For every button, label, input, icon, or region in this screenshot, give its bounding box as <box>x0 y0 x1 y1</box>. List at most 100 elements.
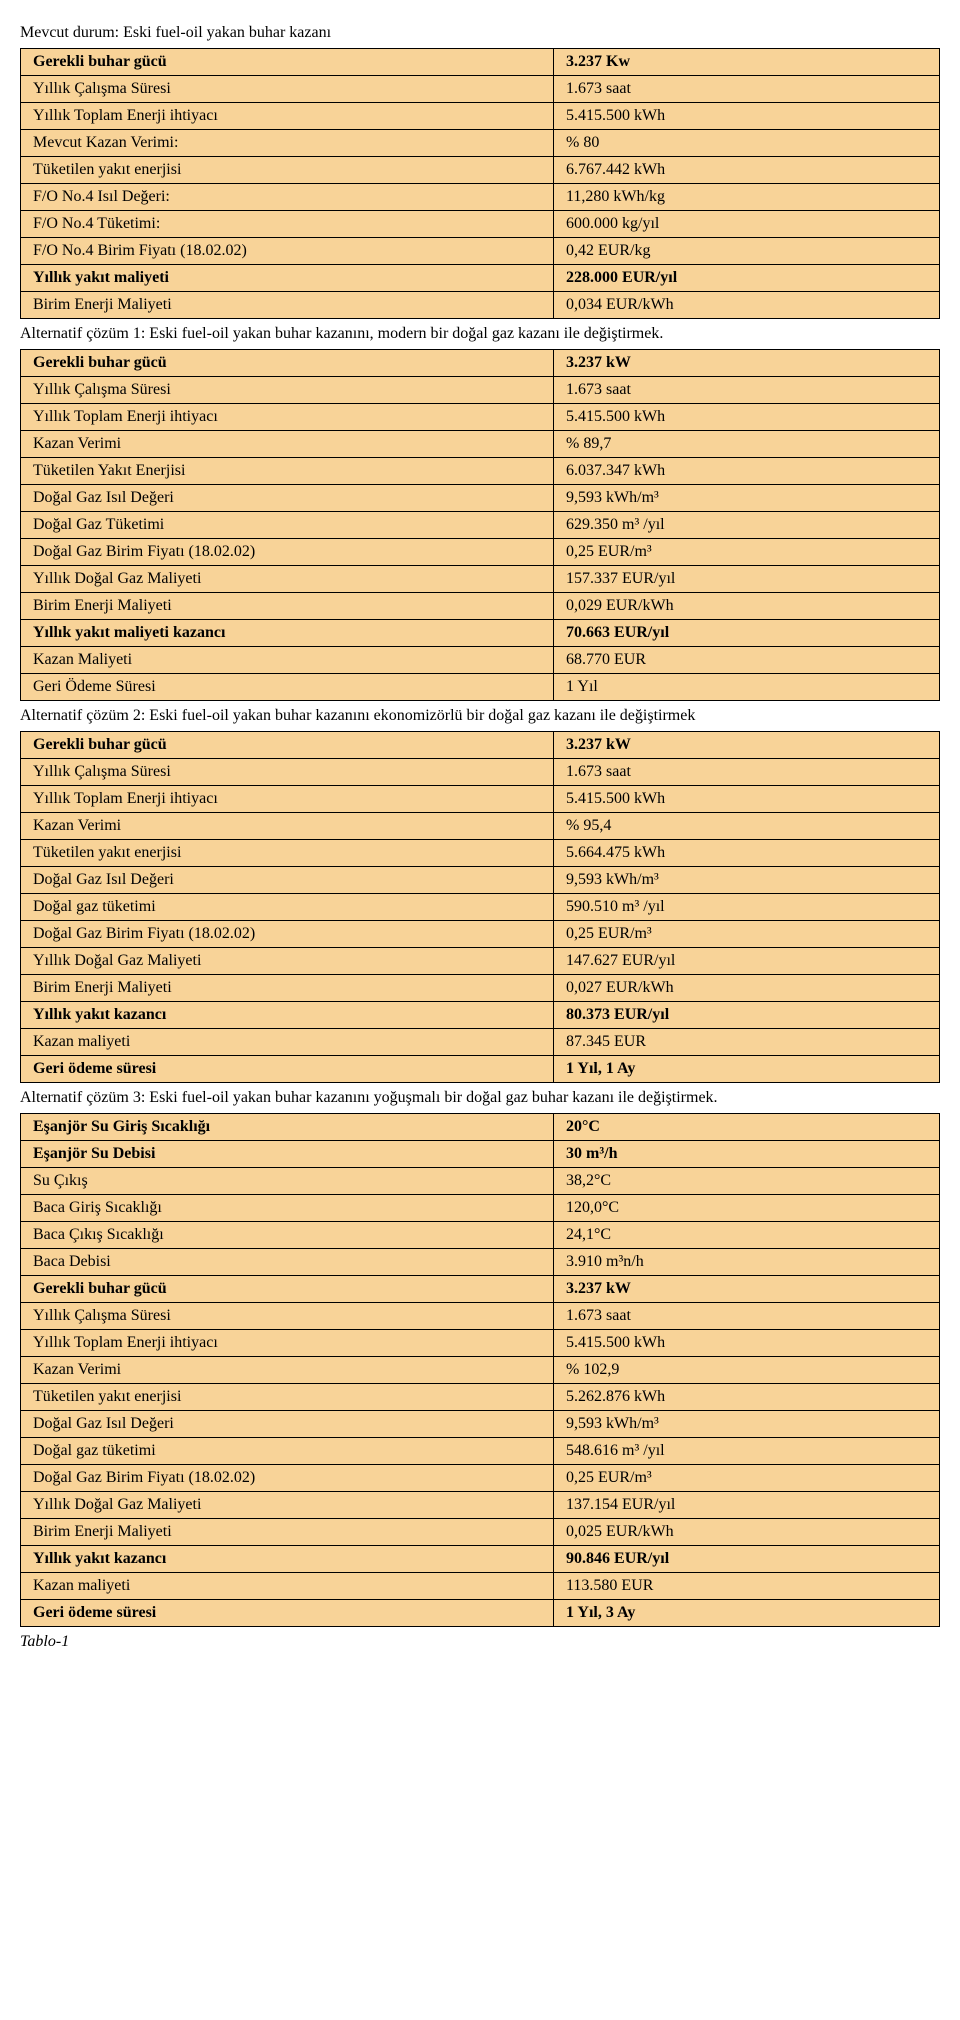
row-label: Doğal Gaz Isıl Değeri <box>21 867 554 894</box>
row-label: Gerekli buhar gücü <box>21 350 554 377</box>
row-label: Kazan maliyeti <box>21 1573 554 1600</box>
table-2: Gerekli buhar gücü3.237 kWYıllık Çalışma… <box>20 349 940 701</box>
row-value: 137.154 EUR/yıl <box>554 1492 940 1519</box>
row-value: 70.663 EUR/yıl <box>554 620 940 647</box>
row-value: 20°C <box>554 1114 940 1141</box>
row-value: 228.000 EUR/yıl <box>554 265 940 292</box>
row-value: 9,593 kWh/m³ <box>554 867 940 894</box>
table-row: Yıllık yakıt maliyeti kazancı70.663 EUR/… <box>21 620 940 647</box>
table-row: Yıllık Çalışma Süresi1.673 saat <box>21 759 940 786</box>
row-value: 6.037.347 kWh <box>554 458 940 485</box>
row-value: 0,25 EUR/m³ <box>554 1465 940 1492</box>
table-row: Yıllık yakıt maliyeti228.000 EUR/yıl <box>21 265 940 292</box>
table-row: F/O No.4 Birim Fiyatı (18.02.02)0,42 EUR… <box>21 238 940 265</box>
table-row: Geri ödeme süresi1 Yıl, 1 Ay <box>21 1056 940 1083</box>
row-value: 90.846 EUR/yıl <box>554 1546 940 1573</box>
table-row: Yıllık Çalışma Süresi1.673 saat <box>21 76 940 103</box>
row-label: Yıllık Doğal Gaz Maliyeti <box>21 566 554 593</box>
row-value: 5.415.500 kWh <box>554 103 940 130</box>
row-label: Eşanjör Su Giriş Sıcaklığı <box>21 1114 554 1141</box>
row-label: Birim Enerji Maliyeti <box>21 593 554 620</box>
row-label: Geri ödeme süresi <box>21 1056 554 1083</box>
table-row: Doğal gaz tüketimi590.510 m³ /yıl <box>21 894 940 921</box>
row-value: 1 Yıl, 1 Ay <box>554 1056 940 1083</box>
table-3: Gerekli buhar gücü3.237 kWYıllık Çalışma… <box>20 731 940 1083</box>
table-row: Tüketilen yakıt enerjisi6.767.442 kWh <box>21 157 940 184</box>
table-row: Gerekli buhar gücü3.237 kW <box>21 350 940 377</box>
row-value: 5.415.500 kWh <box>554 404 940 431</box>
row-label: Kazan Maliyeti <box>21 647 554 674</box>
row-value: 0,25 EUR/m³ <box>554 539 940 566</box>
table-row: Kazan maliyeti87.345 EUR <box>21 1029 940 1056</box>
row-value: 0,027 EUR/kWh <box>554 975 940 1002</box>
row-label: Gerekli buhar gücü <box>21 1276 554 1303</box>
row-value: 1.673 saat <box>554 759 940 786</box>
table-row: Yıllık Doğal Gaz Maliyeti147.627 EUR/yıl <box>21 948 940 975</box>
row-label: Yıllık yakıt maliyeti <box>21 265 554 292</box>
row-label: Yıllık Toplam Enerji ihtiyacı <box>21 103 554 130</box>
row-label: Birim Enerji Maliyeti <box>21 975 554 1002</box>
table-row: Kazan Maliyeti68.770 EUR <box>21 647 940 674</box>
row-label: Doğal gaz tüketimi <box>21 1438 554 1465</box>
table-row: Yıllık yakıt kazancı80.373 EUR/yıl <box>21 1002 940 1029</box>
row-value: 68.770 EUR <box>554 647 940 674</box>
row-value: 3.910 m³n/h <box>554 1249 940 1276</box>
row-label: Doğal Gaz Birim Fiyatı (18.02.02) <box>21 539 554 566</box>
row-label: Doğal Gaz Birim Fiyatı (18.02.02) <box>21 1465 554 1492</box>
row-value: 80.373 EUR/yıl <box>554 1002 940 1029</box>
row-value: 0,42 EUR/kg <box>554 238 940 265</box>
row-label: Yıllık yakıt kazancı <box>21 1546 554 1573</box>
row-label: Yıllık yakıt kazancı <box>21 1002 554 1029</box>
table-row: Su Çıkış38,2°C <box>21 1168 940 1195</box>
table-row: Gerekli buhar gücü3.237 kW <box>21 732 940 759</box>
row-value: 548.616 m³ /yıl <box>554 1438 940 1465</box>
row-label: Gerekli buhar gücü <box>21 732 554 759</box>
table-row: Yıllık Doğal Gaz Maliyeti157.337 EUR/yıl <box>21 566 940 593</box>
table-row: Kazan maliyeti113.580 EUR <box>21 1573 940 1600</box>
row-value: 87.345 EUR <box>554 1029 940 1056</box>
row-value: 147.627 EUR/yıl <box>554 948 940 975</box>
row-value: 157.337 EUR/yıl <box>554 566 940 593</box>
table-row: Geri ödeme süresi1 Yıl, 3 Ay <box>21 1600 940 1627</box>
row-label: Birim Enerji Maliyeti <box>21 292 554 319</box>
table-row: F/O No.4 Tüketimi:600.000 kg/yıl <box>21 211 940 238</box>
row-label: Baca Debisi <box>21 1249 554 1276</box>
table-row: Yıllık Toplam Enerji ihtiyacı5.415.500 k… <box>21 786 940 813</box>
row-label: Kazan Verimi <box>21 1357 554 1384</box>
table-row: Tüketilen yakıt enerjisi5.664.475 kWh <box>21 840 940 867</box>
table-row: Yıllık yakıt kazancı90.846 EUR/yıl <box>21 1546 940 1573</box>
row-label: Mevcut Kazan Verimi: <box>21 130 554 157</box>
table-row: Tüketilen yakıt enerjisi5.262.876 kWh <box>21 1384 940 1411</box>
row-value: 600.000 kg/yıl <box>554 211 940 238</box>
row-label: Yıllık Çalışma Süresi <box>21 76 554 103</box>
row-value: 0,25 EUR/m³ <box>554 921 940 948</box>
table-row: Gerekli buhar gücü3.237 Kw <box>21 49 940 76</box>
row-value: 24,1°C <box>554 1222 940 1249</box>
row-label: Yıllık Doğal Gaz Maliyeti <box>21 1492 554 1519</box>
row-value: 30 m³/h <box>554 1141 940 1168</box>
table-row: Kazan Verimi% 102,9 <box>21 1357 940 1384</box>
table-row: Geri Ödeme Süresi1 Yıl <box>21 674 940 701</box>
row-label: F/O No.4 Isıl Değeri: <box>21 184 554 211</box>
table-row: Gerekli buhar gücü3.237 kW <box>21 1276 940 1303</box>
row-value: % 89,7 <box>554 431 940 458</box>
row-value: 5.415.500 kWh <box>554 786 940 813</box>
row-label: Kazan Verimi <box>21 813 554 840</box>
table-row: Yıllık Toplam Enerji ihtiyacı5.415.500 k… <box>21 103 940 130</box>
row-label: Doğal Gaz Birim Fiyatı (18.02.02) <box>21 921 554 948</box>
row-value: 3.237 Kw <box>554 49 940 76</box>
row-label: Geri ödeme süresi <box>21 1600 554 1627</box>
row-label: Baca Çıkış Sıcaklığı <box>21 1222 554 1249</box>
table-row: Kazan Verimi% 89,7 <box>21 431 940 458</box>
row-value: 1 Yıl <box>554 674 940 701</box>
row-value: 629.350 m³ /yıl <box>554 512 940 539</box>
row-label: Yıllık Toplam Enerji ihtiyacı <box>21 1330 554 1357</box>
row-label: Yıllık Doğal Gaz Maliyeti <box>21 948 554 975</box>
row-value: 0,025 EUR/kWh <box>554 1519 940 1546</box>
table-row: Birim Enerji Maliyeti0,025 EUR/kWh <box>21 1519 940 1546</box>
table-row: Mevcut Kazan Verimi:% 80 <box>21 130 940 157</box>
row-label: Kazan Verimi <box>21 431 554 458</box>
row-value: 0,034 EUR/kWh <box>554 292 940 319</box>
row-value: 38,2°C <box>554 1168 940 1195</box>
table-row: Doğal Gaz Isıl Değeri9,593 kWh/m³ <box>21 1411 940 1438</box>
